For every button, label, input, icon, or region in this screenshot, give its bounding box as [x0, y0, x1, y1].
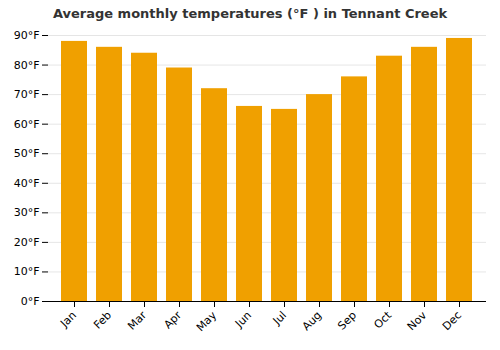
svg-text:90°F: 90°F: [14, 29, 40, 42]
svg-text:May: May: [194, 308, 220, 334]
svg-text:50°F: 50°F: [14, 147, 40, 160]
svg-text:Jul: Jul: [270, 309, 289, 328]
svg-text:0°F: 0°F: [21, 295, 40, 308]
svg-text:Jun: Jun: [232, 309, 254, 331]
svg-text:Apr: Apr: [161, 308, 184, 331]
svg-text:Mar: Mar: [125, 308, 149, 332]
svg-text:Oct: Oct: [371, 308, 394, 331]
svg-text:80°F: 80°F: [14, 59, 40, 72]
svg-text:Sep: Sep: [335, 309, 359, 333]
svg-text:Nov: Nov: [405, 308, 430, 333]
svg-text:60°F: 60°F: [14, 118, 40, 131]
svg-text:Dec: Dec: [440, 309, 464, 333]
svg-text:20°F: 20°F: [14, 236, 40, 249]
svg-text:30°F: 30°F: [14, 206, 40, 219]
svg-text:Jan: Jan: [57, 309, 79, 331]
svg-text:10°F: 10°F: [14, 265, 40, 278]
svg-text:Feb: Feb: [91, 309, 114, 332]
svg-text:Aug: Aug: [300, 309, 324, 333]
svg-text:70°F: 70°F: [14, 88, 40, 101]
html-text:Average monthly temperatures (: Average monthly temperatures (°F ) in Te…: [52, 6, 448, 21]
svg-text:40°F: 40°F: [14, 177, 40, 190]
